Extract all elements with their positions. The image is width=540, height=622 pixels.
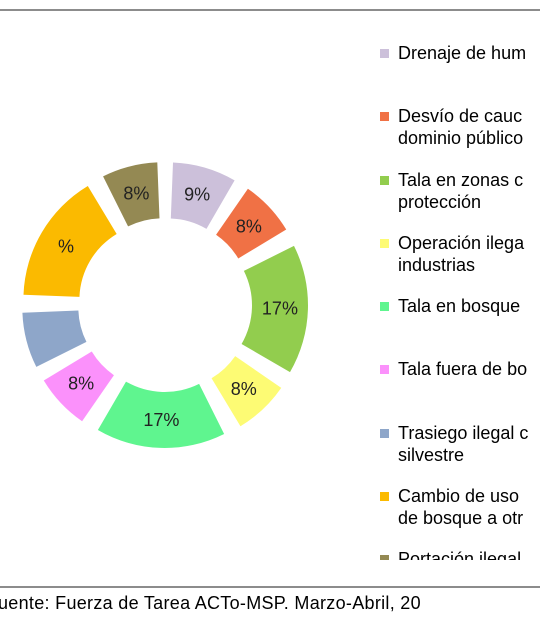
doughnut-slice-1 [170,162,235,229]
legend-label: Tala en zonas c protección [398,169,524,212]
legend-swatch [380,49,389,58]
doughnut-slice-3 [241,245,308,373]
top-rule [0,9,540,11]
slice-label-3: 17% [262,299,298,319]
chart-legend: Drenaje de hum Desvío de cauc dominio púb… [380,0,540,560]
doughnut-slice-8 [23,185,117,297]
slice-label-5: 17% [143,410,179,430]
bottom-rule [0,586,540,588]
legend-swatch [380,302,389,311]
doughnut-chart: 9% 8% 17% 8% 17% 8%% 8% [22,162,308,448]
legend-swatch [380,238,389,248]
legend-swatch [380,428,389,438]
doughnut-slice-5 [97,381,225,448]
legend-label: Desvío de cauc dominio público [398,106,524,149]
legend-swatch [380,491,389,501]
slice-label-1: 9% [184,185,210,205]
legend-swatch [380,365,389,375]
legend-label: Portación ilegal [398,549,522,560]
legend-label: Tala fuera de bo [398,359,528,380]
slice-label-6: 8% [68,374,94,394]
legend-swatch [380,555,389,560]
doughnut-slice-7 [22,310,87,367]
doughnut-slice-6 [43,351,114,422]
legend-label: Tala en bosque [398,296,521,316]
doughnut-slice-2 [216,188,287,259]
slice-label-2: 8% [236,216,262,236]
legend-label: Trasiego ilegal c silvestre [398,422,529,465]
legend-label: Drenaje de hum [398,43,527,63]
doughnut-slice-4 [211,356,282,427]
slice-label-4: 8% [231,379,257,399]
legend-label: Cambio de uso de bosque a otr [398,485,524,528]
slice-label-9: 8% [123,184,149,204]
doughnut-slice-9 [103,162,160,227]
legend-label: Operación ilega industrias [398,232,525,275]
slice-label-8: % [58,236,74,256]
legend-swatch [380,112,389,122]
source-note: uente: Fuerza de Tarea ACTo-MSP. Marzo-A… [0,593,421,613]
legend-swatch [380,175,389,185]
